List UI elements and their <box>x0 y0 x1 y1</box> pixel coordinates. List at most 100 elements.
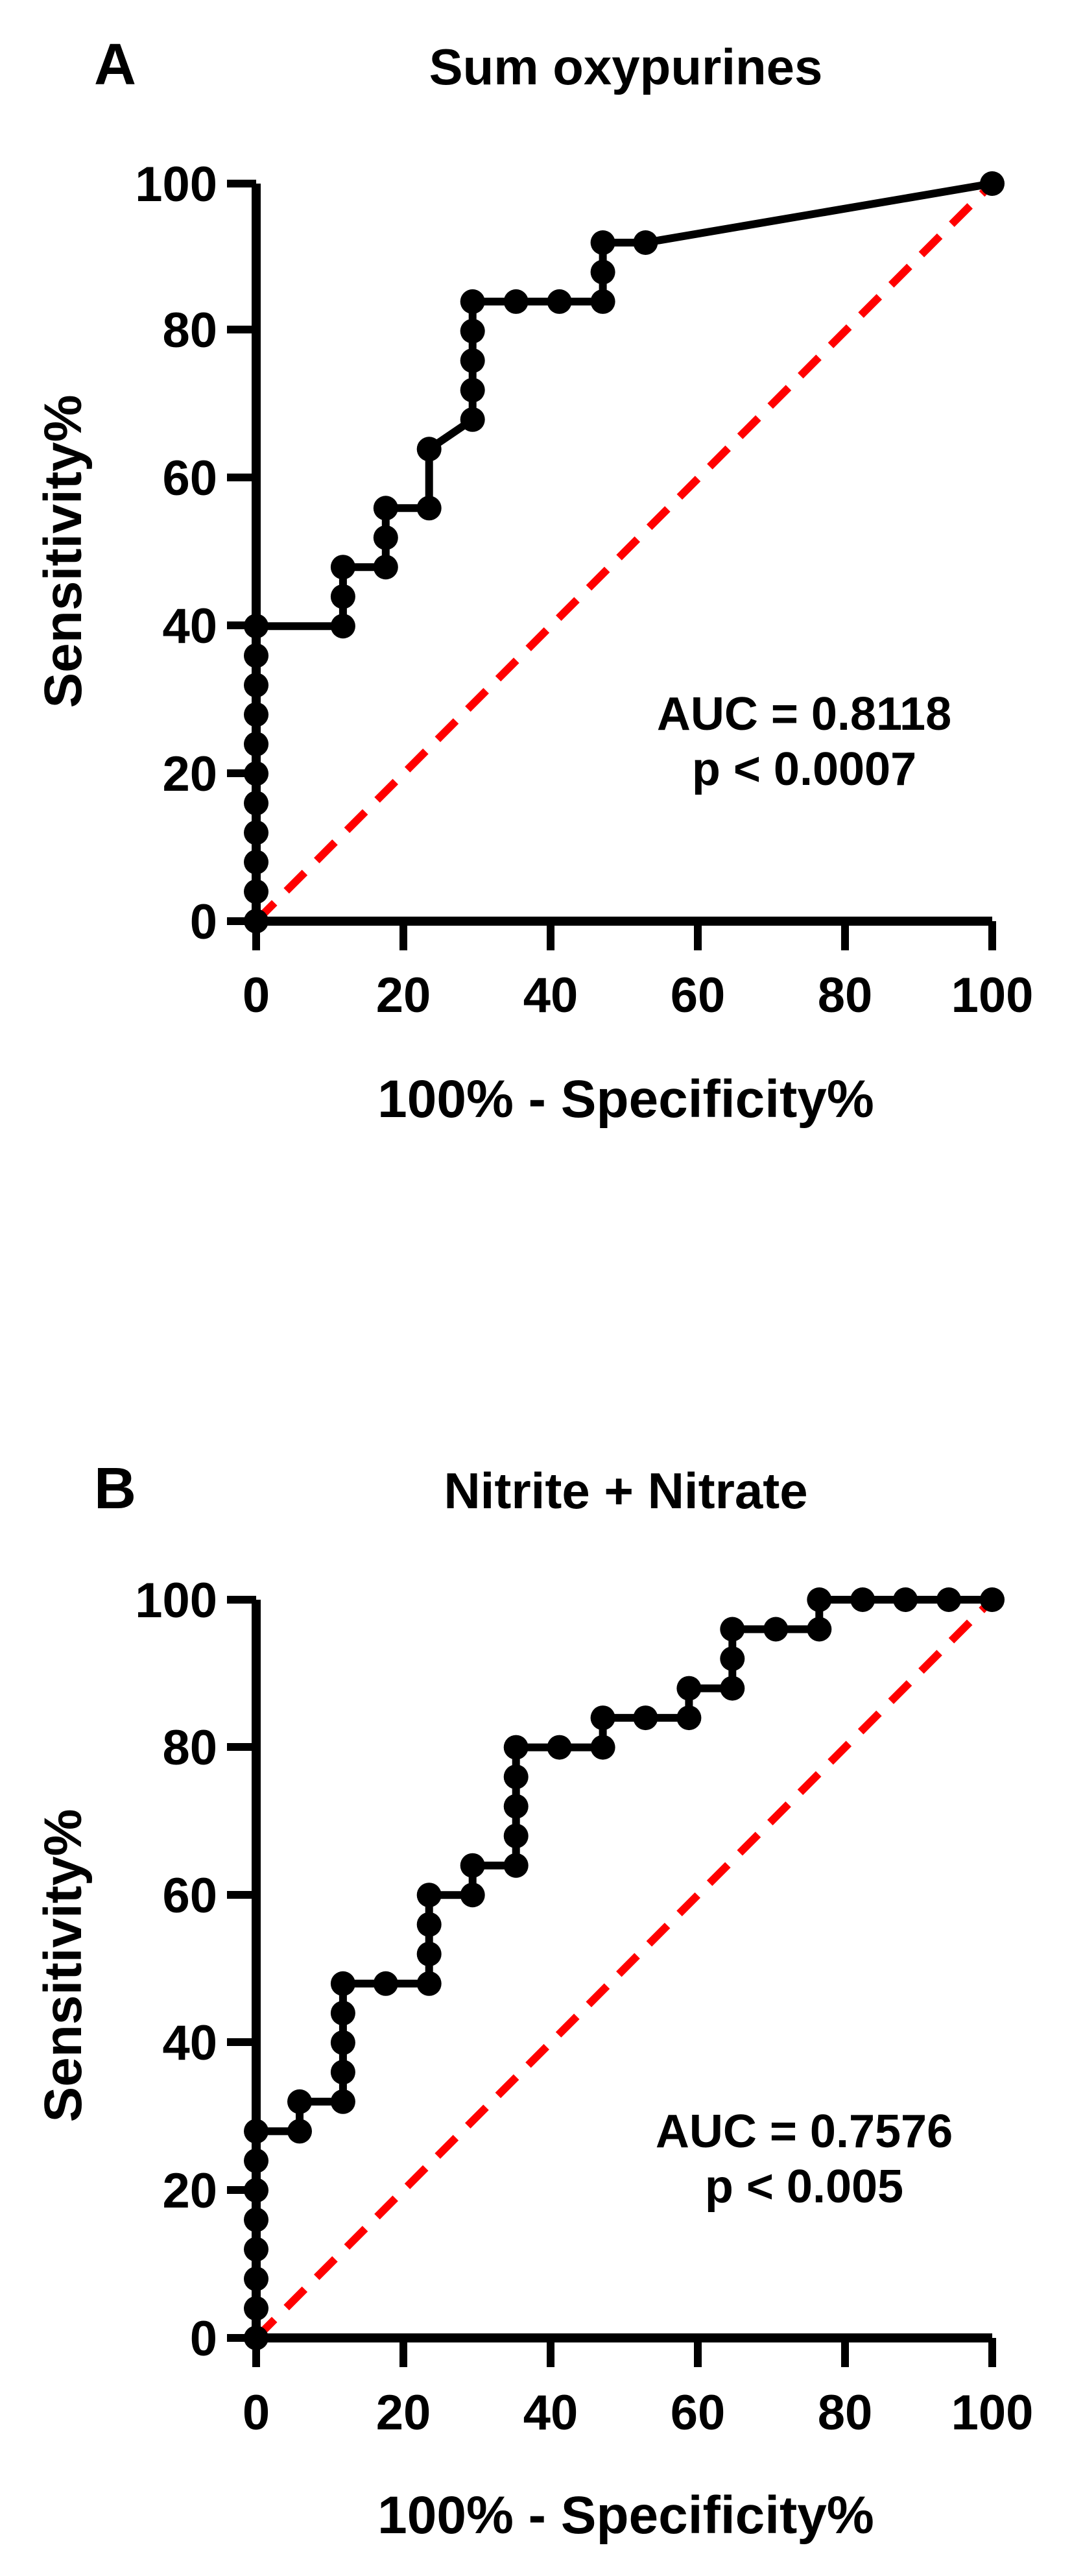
panel-a-roc-point <box>244 909 268 933</box>
panel-b-reference-line <box>253 1596 995 2341</box>
panel-a-p-value-text: p < 0.0007 <box>692 743 916 795</box>
panel-b-x-axis-label: 100% - Specificity% <box>377 2486 874 2545</box>
panel-a-y-tick-label: 40 <box>162 599 217 654</box>
panel-a-x-axis-label: 100% - Specificity% <box>377 1070 874 1129</box>
panel-a-roc-point <box>460 289 485 314</box>
panel-b-roc-point <box>980 1587 1005 1612</box>
panel-b-y-tick-label: 40 <box>162 2016 217 2071</box>
panel-a-plot-area <box>244 171 1005 933</box>
panel-a-roc-point <box>244 702 268 727</box>
panel-a: A Sum oxypurines 0 20 40 60 80 100 0 <box>34 32 1033 1129</box>
panel-a-roc-point <box>244 732 268 757</box>
panel-a-roc-point <box>244 791 268 816</box>
panel-b-y-tick-label: 20 <box>162 2163 217 2219</box>
panel-b-roc-point <box>244 2178 268 2203</box>
panel-a-reference-line <box>253 180 995 924</box>
panel-a-y-tick-label: 100 <box>135 157 217 212</box>
panel-b-roc-point <box>287 2119 312 2144</box>
panel-b-roc-point <box>936 1587 961 1612</box>
panel-a-roc-point <box>590 289 615 314</box>
panel-b-x-ticks: 0 20 40 60 80 100 <box>243 2338 1034 2440</box>
panel-b-roc-point <box>503 1764 529 1790</box>
panel-a-y-ticks: 0 20 40 60 80 100 <box>135 157 256 950</box>
panel-a-roc-point <box>244 879 268 904</box>
panel-b-roc-point <box>720 1676 745 1701</box>
panel-a-roc-point <box>244 761 268 786</box>
panel-a-roc-point <box>633 230 658 255</box>
panel-b-y-tick-label: 100 <box>135 1573 217 1628</box>
panel-b-roc-point <box>244 2207 268 2232</box>
panel-b-roc-point <box>807 1617 832 1642</box>
panel-a-roc-point <box>980 171 1005 196</box>
panel-a-y-tick-label: 60 <box>162 451 217 506</box>
panel-b-roc-point <box>633 1705 658 1731</box>
panel-b-roc-point <box>373 1971 398 1996</box>
panel-a-roc-point <box>373 496 398 521</box>
panel-a-roc-point <box>244 643 268 668</box>
panel-a-roc-point <box>503 289 529 314</box>
panel-a-roc-point <box>416 437 442 462</box>
panel-a-x-tick-label: 100 <box>951 968 1034 1023</box>
panel-a-roc-point <box>547 289 572 314</box>
panel-b-roc-point <box>720 1617 745 1642</box>
panel-a-roc-point <box>330 614 355 639</box>
panel-b-roc-point <box>590 1735 615 1760</box>
panel-a-roc-point <box>330 555 355 580</box>
panel-b-roc-point <box>244 2296 268 2321</box>
panel-b: B Nitrite + Nitrate 0 20 40 60 80 100 0 <box>34 1456 1033 2545</box>
panel-a-roc-point <box>460 319 485 344</box>
panel-b-roc-point <box>330 2030 355 2055</box>
panel-b-roc-point <box>330 1971 355 1996</box>
panel-a-roc-point <box>244 673 268 698</box>
panel-b-roc-point <box>503 1824 529 1849</box>
panel-b-x-tick-label: 100 <box>951 2385 1034 2440</box>
panel-a-y-axis-label: Sensitivity% <box>34 394 93 708</box>
panel-b-roc-point <box>416 1883 442 1908</box>
panel-b-roc-point <box>244 2148 268 2173</box>
panel-a-y-tick-label: 80 <box>162 303 217 358</box>
panel-b-y-tick-label: 60 <box>162 1868 217 1923</box>
panel-b-label: B <box>94 1456 136 1521</box>
panel-a-roc-point <box>590 230 615 255</box>
panel-b-roc-point <box>330 2060 355 2085</box>
panel-b-roc-point <box>244 2119 268 2144</box>
panel-b-x-tick-label: 80 <box>818 2385 873 2440</box>
panel-b-roc-point <box>416 1971 442 1996</box>
panel-b-roc-point <box>590 1705 615 1731</box>
panel-b-x-tick-label: 40 <box>523 2385 578 2440</box>
panel-b-roc-point <box>330 2089 355 2114</box>
panel-a-x-tick-label: 40 <box>523 968 578 1023</box>
panel-b-roc-point <box>503 1853 529 1878</box>
panel-b-title: Nitrite + Nitrate <box>444 1462 807 1519</box>
panel-a-x-tick-label: 80 <box>818 968 873 1023</box>
panel-a-roc-point <box>373 525 398 550</box>
panel-b-roc-point <box>244 2237 268 2262</box>
panel-a-roc-point <box>590 259 615 285</box>
panel-b-auc-text: AUC = 0.7576 <box>656 2106 953 2158</box>
panel-b-roc-point <box>287 2089 312 2114</box>
panel-a-x-tick-label: 0 <box>243 968 270 1023</box>
panel-a-roc-point <box>416 496 442 521</box>
panel-b-x-tick-label: 20 <box>376 2385 431 2440</box>
panel-a-x-tick-label: 60 <box>671 968 726 1023</box>
panel-a-roc-point <box>460 378 485 403</box>
panel-a-label: A <box>94 32 136 97</box>
panel-b-roc-point <box>244 2267 268 2291</box>
panel-b-roc-point <box>416 1942 442 1967</box>
panel-a-roc-point <box>460 348 485 373</box>
panel-b-roc-point <box>807 1587 832 1612</box>
panel-b-x-tick-label: 0 <box>243 2385 270 2440</box>
panel-b-roc-point <box>330 2001 355 2026</box>
panel-b-roc-point <box>720 1646 745 1671</box>
panel-a-x-tick-label: 20 <box>376 968 431 1023</box>
panel-b-roc-point <box>893 1587 918 1612</box>
panel-b-roc-point <box>676 1676 702 1701</box>
panel-a-roc-point <box>244 614 268 639</box>
panel-a-roc-point <box>460 407 485 432</box>
panel-b-y-ticks: 0 20 40 60 80 100 <box>135 1573 256 2366</box>
panel-b-x-tick-label: 60 <box>671 2385 726 2440</box>
panel-b-p-value-text: p < 0.005 <box>705 2161 903 2213</box>
panel-b-y-axis-label: Sensitivity% <box>34 1809 93 2122</box>
panel-b-roc-point <box>460 1883 485 1908</box>
